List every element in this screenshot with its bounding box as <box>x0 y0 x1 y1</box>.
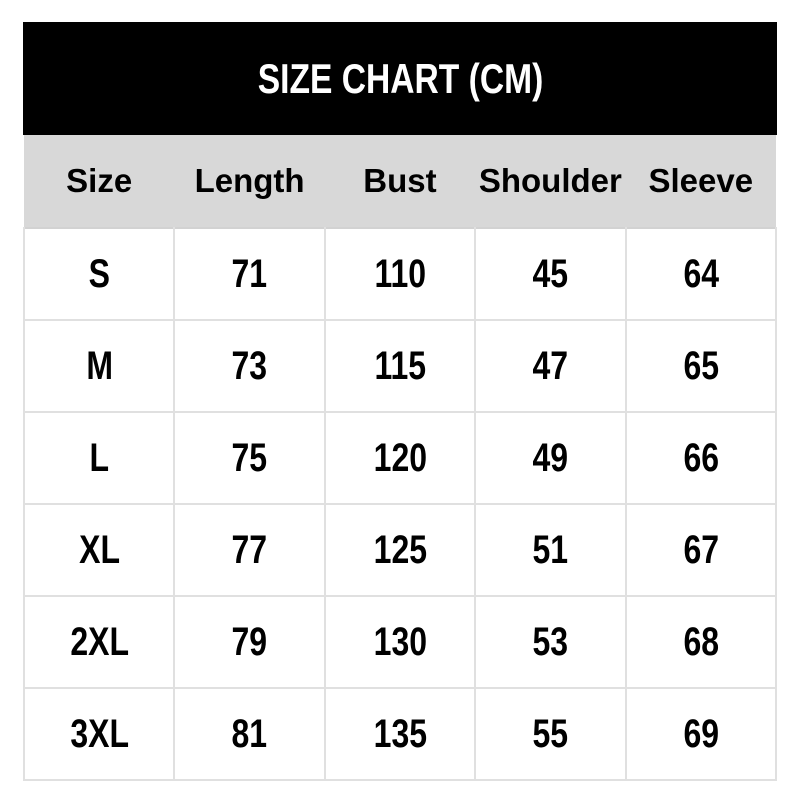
shoulder-cell: 55 <box>474 687 627 781</box>
cell-value: 49 <box>532 435 569 480</box>
title-bar: SIZE CHART (CM) <box>23 22 777 135</box>
shoulder-cell: 47 <box>474 319 627 413</box>
sleeve-cell: 69 <box>624 687 778 781</box>
cell-value: 73 <box>231 343 268 388</box>
cell-value: 45 <box>532 251 569 296</box>
table-header: Size Length Bust Shoulder Sleeve <box>24 135 776 228</box>
cell-value: L <box>89 435 109 480</box>
cell-value: 51 <box>532 527 569 572</box>
length-cell: 75 <box>173 411 326 505</box>
table-row-m: M 73 115 47 65 <box>22 319 778 413</box>
cell-value: 120 <box>373 435 427 480</box>
bust-cell: 130 <box>323 595 477 689</box>
table-row-xl: XL 77 125 51 67 <box>22 503 778 597</box>
sleeve-cell: 67 <box>624 503 778 597</box>
sleeve-cell: 65 <box>624 319 778 413</box>
bust-cell: 110 <box>323 227 477 321</box>
shoulder-cell: 53 <box>474 595 627 689</box>
cell-value: M <box>85 343 113 388</box>
cell-value: 130 <box>373 619 427 664</box>
cell-value: 3XL <box>69 711 129 756</box>
cell-value: XL <box>78 527 120 572</box>
table-body: S 71 110 45 64 M 73 115 47 65 L 75 120 4… <box>22 227 778 781</box>
length-cell: 73 <box>173 319 326 413</box>
cell-value: 68 <box>682 619 719 664</box>
cell-value: 115 <box>374 343 426 388</box>
cell-value: 77 <box>231 527 268 572</box>
cell-value: 110 <box>374 251 426 296</box>
shoulder-cell: 51 <box>474 503 627 597</box>
cell-value: 75 <box>231 435 268 480</box>
cell-value: 64 <box>682 251 719 296</box>
cell-value: 66 <box>682 435 719 480</box>
size-label-cell: 3XL <box>22 687 176 781</box>
cell-value: 53 <box>532 619 569 664</box>
bust-cell: 125 <box>323 503 477 597</box>
table-row-l: L 75 120 49 66 <box>22 411 778 505</box>
column-header-shoulder: Shoulder <box>475 135 626 228</box>
cell-value: 55 <box>532 711 569 756</box>
column-header-size: Size <box>24 135 175 228</box>
shoulder-cell: 45 <box>474 227 627 321</box>
column-header-sleeve: Sleeve <box>625 135 776 228</box>
sleeve-cell: 68 <box>624 595 778 689</box>
length-cell: 81 <box>173 687 326 781</box>
column-header-bust: Bust <box>324 135 476 228</box>
chart-title: SIZE CHART (CM) <box>257 54 543 102</box>
cell-value: 69 <box>682 711 719 756</box>
table-row-s: S 71 110 45 64 <box>22 227 778 321</box>
bust-cell: 120 <box>323 411 477 505</box>
table-row-3xl: 3XL 81 135 55 69 <box>22 687 778 781</box>
length-cell: 77 <box>173 503 326 597</box>
cell-value: 79 <box>231 619 268 664</box>
cell-value: 47 <box>532 343 569 388</box>
cell-value: 2XL <box>69 619 129 664</box>
cell-value: 81 <box>231 711 268 756</box>
size-table: Size Length Bust Shoulder Sleeve S 71 11… <box>22 135 778 781</box>
cell-value: 65 <box>682 343 719 388</box>
column-header-length: Length <box>174 135 325 228</box>
cell-value: 125 <box>373 527 427 572</box>
cell-value: 67 <box>682 527 719 572</box>
cell-value: 135 <box>373 711 427 756</box>
size-chart: SIZE CHART (CM) Size Length Bust Shoulde… <box>22 22 778 781</box>
size-label-cell: S <box>22 227 176 321</box>
size-label-cell: M <box>22 319 176 413</box>
header-row: Size Length Bust Shoulder Sleeve <box>24 135 776 228</box>
cell-value: 71 <box>231 251 268 296</box>
bust-cell: 115 <box>323 319 477 413</box>
table-row-2xl: 2XL 79 130 53 68 <box>22 595 778 689</box>
cell-value: S <box>88 251 110 296</box>
size-label-cell: XL <box>22 503 176 597</box>
size-label-cell: L <box>22 411 176 505</box>
bust-cell: 135 <box>323 687 477 781</box>
sleeve-cell: 64 <box>624 227 778 321</box>
length-cell: 71 <box>173 227 326 321</box>
size-label-cell: 2XL <box>22 595 176 689</box>
shoulder-cell: 49 <box>474 411 627 505</box>
sleeve-cell: 66 <box>624 411 778 505</box>
length-cell: 79 <box>173 595 326 689</box>
